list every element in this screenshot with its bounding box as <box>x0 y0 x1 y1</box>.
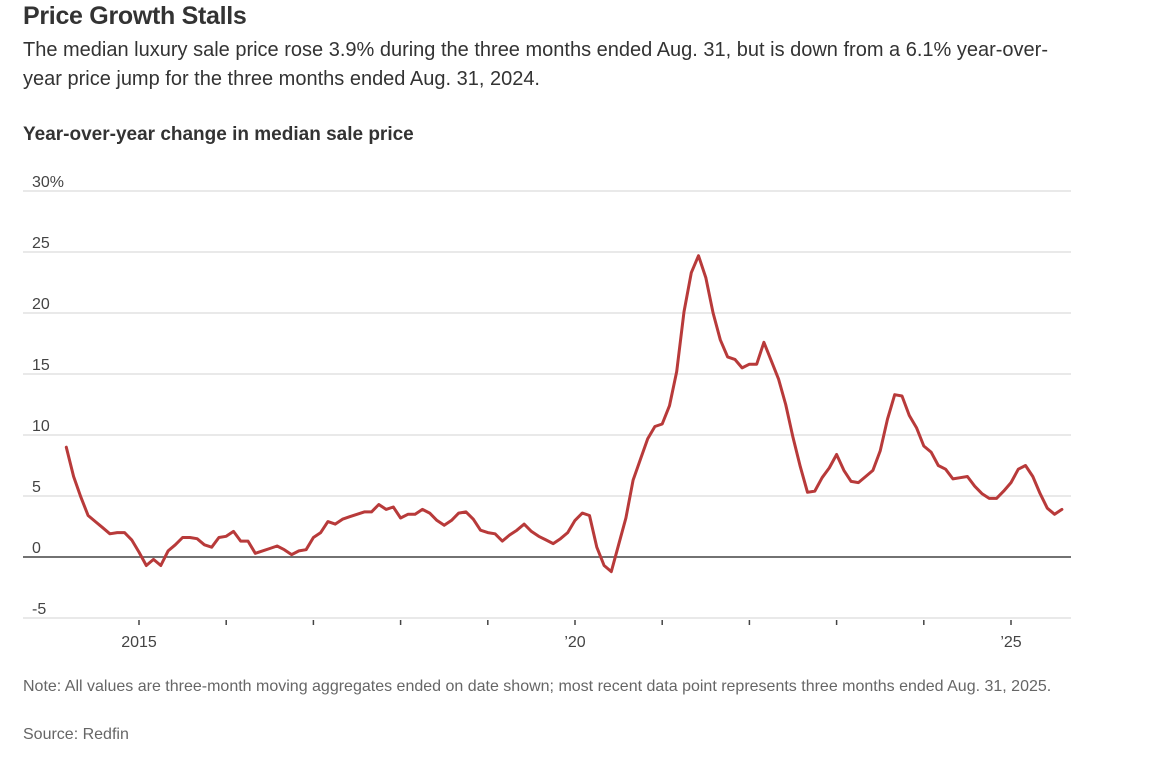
chart-source: Source: Redfin <box>23 726 129 743</box>
x-tick-label: ’25 <box>1000 634 1021 651</box>
y-tick-label: 30% <box>32 174 64 191</box>
chart-note: Note: All values are three-month moving … <box>23 678 1052 695</box>
x-tick-label: ’20 <box>564 634 585 651</box>
chart-subtitle: The median luxury sale price rose 3.9% d… <box>23 39 1048 90</box>
y-tick-label: 0 <box>32 540 41 557</box>
series-line <box>64 254 1064 574</box>
y-tick-label: 20 <box>32 296 50 313</box>
chart-title: Price Growth Stalls <box>23 2 247 30</box>
y-tick-label: -5 <box>32 601 46 618</box>
y-tick-label: 10 <box>32 418 50 435</box>
x-axis: 2015 ’20 ’25 <box>121 620 1022 651</box>
y-axis: 30% 25 20 15 10 5 0 -5 <box>32 174 64 618</box>
y-tick-label: 15 <box>32 357 50 374</box>
y-tick-label: 25 <box>32 235 50 252</box>
chart-axis-title: Year-over-year change in median sale pri… <box>23 124 414 145</box>
series-lines <box>64 254 1064 574</box>
y-tick-label: 5 <box>32 479 41 496</box>
x-tick-label: 2015 <box>121 634 157 651</box>
gridlines <box>23 190 1071 619</box>
